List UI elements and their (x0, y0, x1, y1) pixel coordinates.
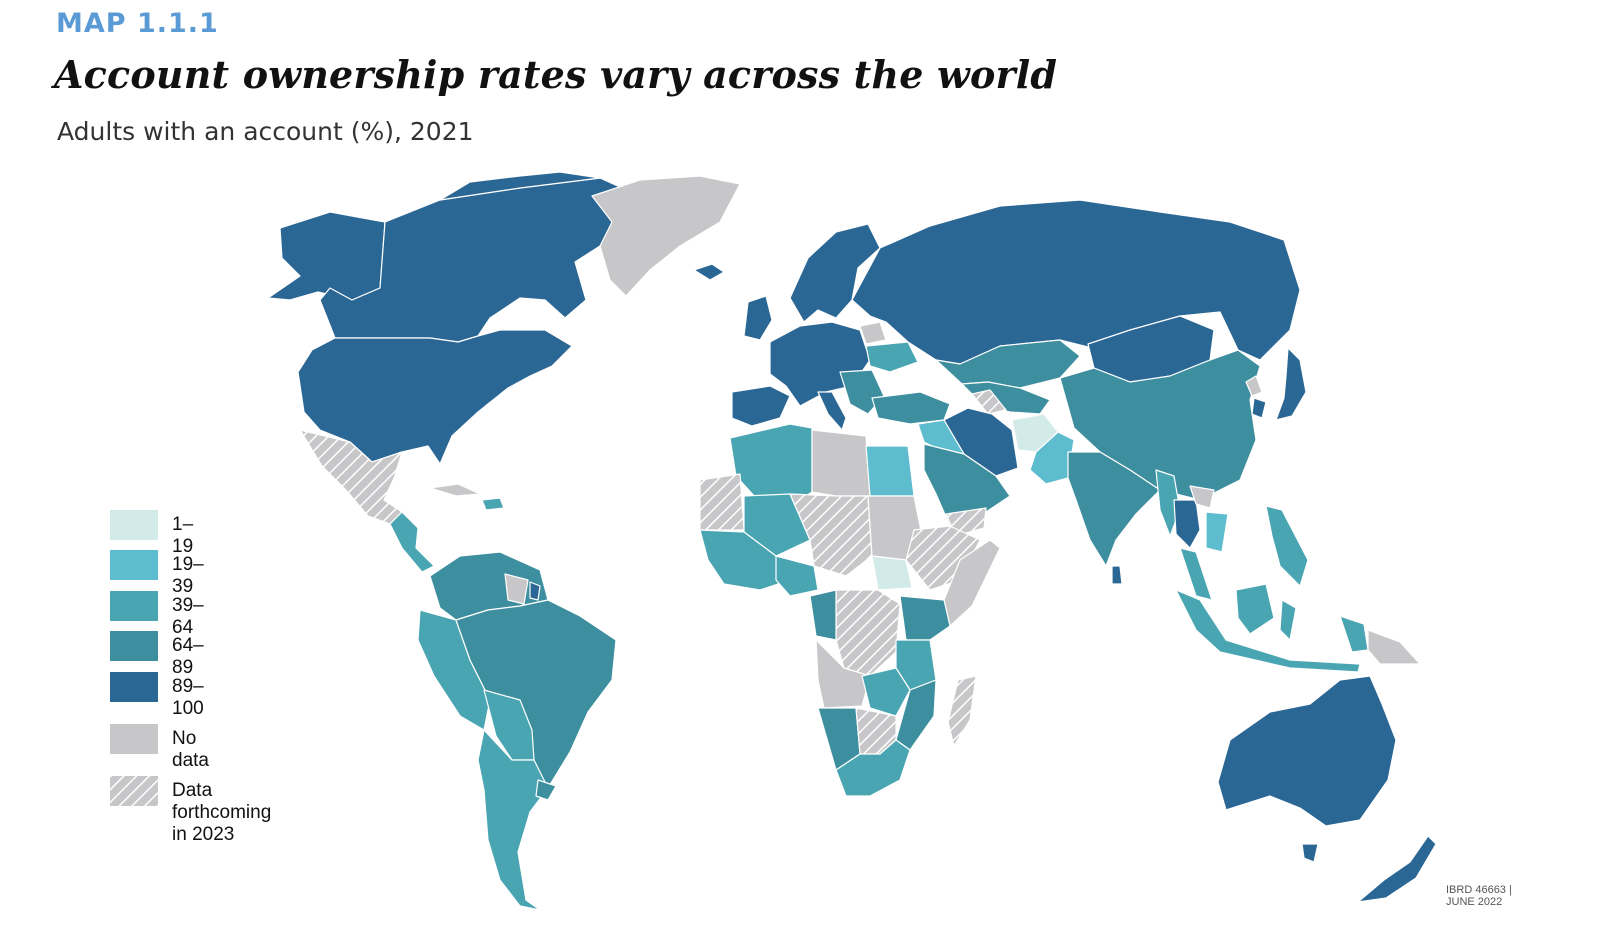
legend-swatch (110, 591, 158, 621)
region-angola (815, 639, 871, 709)
map-subtitle: Adults with an account (%), 2021 (57, 117, 474, 146)
region-scandinavia (789, 223, 881, 323)
region-nigeria (775, 555, 819, 597)
region-laos (1189, 485, 1215, 509)
region-western-sahara-mauritania (699, 473, 745, 531)
region-thailand (1173, 499, 1201, 549)
legend-label: 1–19 (172, 514, 194, 557)
legend-item-forthcoming: Data forthcoming in 2023 (110, 776, 271, 846)
region-ukraine (865, 341, 919, 373)
legend-label: Data forthcoming in 2023 (172, 780, 272, 845)
legend-swatch (110, 510, 158, 540)
region-new-zealand (1357, 835, 1437, 903)
region-libya (811, 429, 871, 497)
legend-swatch (110, 672, 158, 702)
legend-item-19-39: 19–39 (110, 550, 204, 598)
region-belarus (859, 321, 887, 345)
region-uruguay (535, 779, 557, 801)
region-sumatra-java (1175, 589, 1361, 673)
region-philippines (1265, 505, 1309, 587)
map-number-label: MAP 1.1.1 (56, 8, 219, 39)
region-sulawesi (1279, 599, 1297, 641)
legend-item-no-data: No data (110, 724, 209, 772)
region-canada-arctic-islands (439, 171, 601, 201)
region-madagascar (947, 675, 977, 747)
legend-label: 64–89 (172, 635, 204, 678)
region-french-guiana (529, 581, 541, 601)
region-south-korea (1251, 397, 1267, 419)
legend-item-89-100: 89–100 (110, 672, 204, 720)
legend-item-39-64: 39–64 (110, 591, 204, 639)
legend-label: 89–100 (172, 676, 204, 719)
region-india (1067, 451, 1161, 567)
region-east-africa (899, 595, 951, 641)
region-argentina-chile (477, 729, 549, 911)
region-cameroon-gabon (809, 589, 837, 641)
legend-label: 39–64 (172, 595, 204, 638)
region-mozambique (895, 679, 937, 751)
region-central-africa-congo (835, 589, 901, 677)
region-italy (817, 391, 847, 431)
region-guyana (504, 573, 529, 605)
legend-swatch (110, 631, 158, 661)
region-mexico (299, 429, 403, 525)
region-zambia-malawi (861, 667, 911, 717)
legend-label: No data (172, 728, 209, 771)
legend-item-64-89: 64–89 (110, 631, 204, 679)
region-iberia (731, 385, 791, 427)
region-central-america (389, 511, 435, 573)
region-turkey (871, 391, 951, 425)
region-usa (297, 329, 573, 465)
region-egypt (865, 445, 915, 497)
region-greenland (591, 175, 741, 297)
region-alaska (267, 211, 386, 301)
legend-item-1-19: 1–19 (110, 510, 193, 558)
legend-swatch-hatched (110, 776, 158, 806)
region-png (1367, 629, 1421, 665)
region-west-africa-coast (699, 529, 791, 591)
map-title: Account ownership rates vary across the … (54, 52, 1058, 97)
map-credit: IBRD 46663 | JUNE 2022 (1446, 884, 1512, 908)
region-south-africa (835, 739, 911, 797)
region-papua (1339, 615, 1369, 653)
region-borneo (1235, 583, 1275, 635)
legend-label: 19–39 (172, 554, 204, 597)
region-australia (1217, 675, 1397, 827)
region-sri-lanka (1111, 565, 1123, 585)
region-turkmenistan-uzbekistan (971, 389, 1007, 415)
region-vietnam-cambodia (1205, 511, 1229, 553)
region-russia (851, 199, 1301, 365)
region-cuba (429, 483, 481, 497)
region-mali-niger (743, 493, 811, 557)
legend-swatch (110, 550, 158, 580)
region-hispaniola (481, 497, 505, 511)
region-iceland (693, 263, 725, 281)
legend-swatch (110, 724, 158, 754)
region-malay-peninsula (1179, 547, 1213, 601)
credit-line: IBRD 46663 | (1446, 884, 1512, 896)
region-uk-ireland (743, 295, 773, 341)
credit-line: JUNE 2022 (1446, 896, 1503, 908)
region-tasmania (1301, 843, 1319, 863)
region-south-sudan (871, 555, 913, 591)
region-chad-niger-hatched (789, 493, 873, 577)
region-japan (1275, 347, 1307, 421)
region-korea (1245, 375, 1263, 397)
